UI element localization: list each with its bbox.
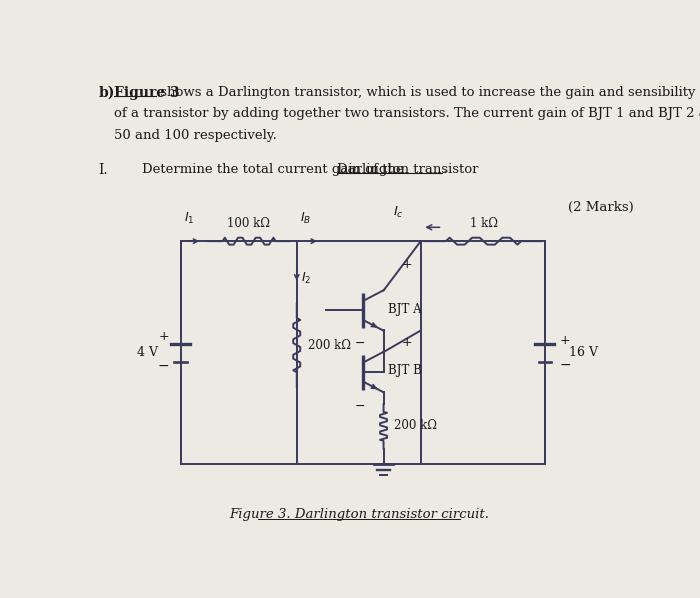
Text: $I_2$: $I_2$ (302, 270, 312, 285)
Text: of a transistor by adding together two transistors. The current gain of BJT 1 an: of a transistor by adding together two t… (114, 107, 700, 120)
Text: +: + (402, 258, 412, 271)
Text: $I_c$: $I_c$ (393, 205, 404, 219)
Text: 200 kΩ: 200 kΩ (307, 338, 351, 352)
Text: Figure 3. Darlington transistor circuit.: Figure 3. Darlington transistor circuit. (229, 508, 489, 521)
Text: BJT A: BJT A (389, 303, 422, 316)
Text: b): b) (98, 86, 115, 100)
Text: $I_1$: $I_1$ (183, 210, 194, 226)
Text: shows a Darlington transistor, which is used to increase the gain and sensibilit: shows a Darlington transistor, which is … (157, 86, 696, 99)
Text: 50 and 100 respectively.: 50 and 100 respectively. (114, 129, 276, 142)
Text: Determine the total current gain of the: Determine the total current gain of the (141, 163, 407, 176)
Text: −: − (559, 358, 570, 371)
Text: 4 V: 4 V (137, 346, 158, 359)
Text: Darlington transistor: Darlington transistor (337, 163, 479, 176)
Text: I.: I. (98, 163, 108, 176)
Text: +: + (158, 329, 169, 343)
Text: (2 Marks): (2 Marks) (568, 201, 634, 214)
Text: −: − (158, 359, 169, 373)
Text: +: + (559, 334, 570, 347)
Text: .: . (442, 163, 447, 176)
Text: 16 V: 16 V (569, 346, 598, 359)
Text: $I_B$: $I_B$ (300, 210, 311, 226)
Text: BJT B: BJT B (389, 364, 422, 377)
Text: −: − (355, 337, 365, 350)
Text: +: + (402, 336, 412, 349)
Text: 100 kΩ: 100 kΩ (228, 218, 270, 230)
Text: −: − (355, 400, 365, 413)
Text: Figure 3: Figure 3 (114, 86, 179, 100)
Text: 200 kΩ: 200 kΩ (394, 419, 438, 432)
Text: 1 kΩ: 1 kΩ (470, 218, 498, 230)
